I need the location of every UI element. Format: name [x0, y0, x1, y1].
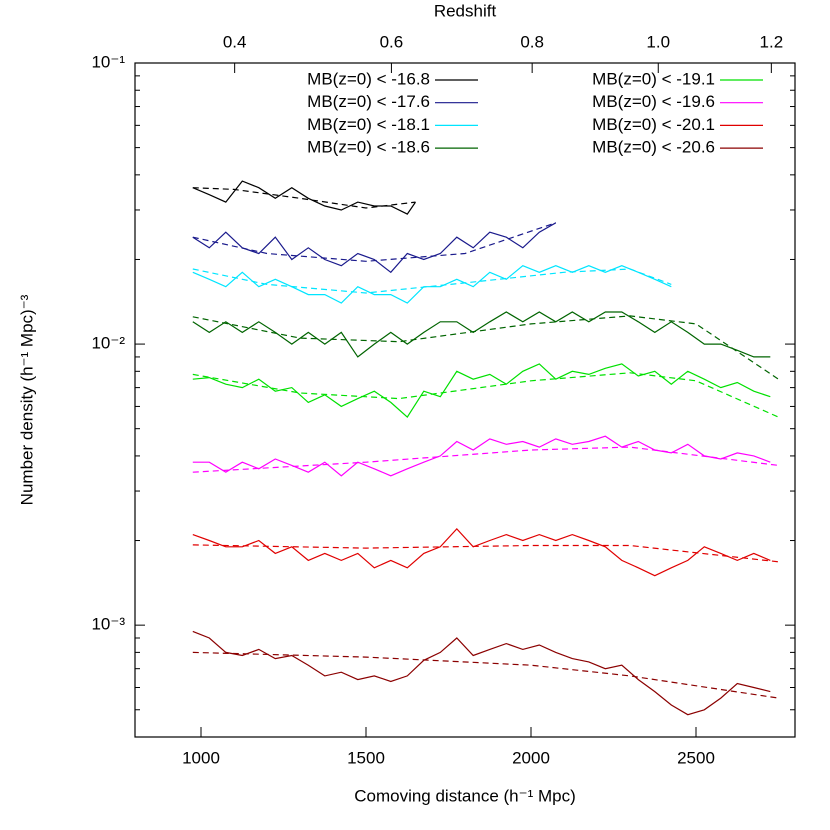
y-tick-label: 10⁻¹ [91, 52, 125, 71]
fit-line [192, 222, 556, 262]
series-line [192, 311, 771, 358]
legend-label: MB(z=0) < -18.6 [307, 138, 430, 157]
series-line [192, 265, 672, 304]
fit-line [192, 446, 779, 473]
legend-label: MB(z=0) < -20.1 [592, 115, 715, 134]
fit-line [192, 544, 779, 563]
x2-tick-label: 0.6 [380, 32, 404, 51]
series-line [192, 363, 771, 419]
x-tick-label: 1500 [347, 748, 385, 767]
legend-label: MB(z=0) < -18.1 [307, 115, 430, 134]
x-axis-label: Comoving distance (h⁻¹ Mpc) [354, 786, 576, 805]
x2-tick-label: 1.2 [760, 32, 784, 51]
legend-label: MB(z=0) < -17.6 [307, 92, 430, 111]
series-line [192, 222, 557, 274]
y-tick-label: 10⁻² [91, 334, 125, 353]
series-line [192, 630, 771, 716]
series-line [192, 435, 771, 477]
top-axis-title: Redshift [434, 1, 497, 20]
x2-tick-label: 0.4 [223, 32, 247, 51]
x-tick-label: 1000 [182, 748, 220, 767]
y-axis-label: Number density (h⁻¹ Mpc)⁻³ [17, 294, 36, 505]
x-tick-label: 2000 [512, 748, 550, 767]
x-tick-label: 2500 [677, 748, 715, 767]
legend-label: MB(z=0) < -19.1 [592, 69, 715, 88]
fit-line [192, 372, 779, 418]
fit-line [192, 651, 779, 699]
fit-line [192, 268, 672, 294]
fit-line [192, 315, 779, 380]
x2-tick-label: 1.0 [646, 32, 670, 51]
legend-label: MB(z=0) < -19.6 [592, 92, 715, 111]
plot-frame [134, 62, 796, 738]
legend-label: MB(z=0) < -20.6 [592, 138, 715, 157]
legend-label: MB(z=0) < -16.8 [307, 69, 430, 88]
x2-tick-label: 0.8 [520, 32, 544, 51]
fit-line [192, 187, 416, 209]
series-line [192, 528, 771, 577]
y-tick-label: 10⁻³ [91, 615, 125, 634]
series-line [192, 180, 416, 215]
